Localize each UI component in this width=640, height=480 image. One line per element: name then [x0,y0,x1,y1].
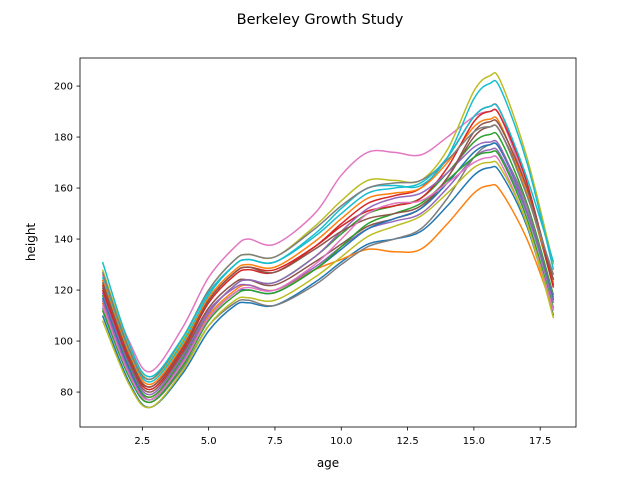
x-axis: 2.5 5.0 7.5 10.0 12.5 15.0 17.5 [134,427,551,447]
y-axis: 80 100 120 140 160 180 200 [54,82,80,399]
y-tick-label: 100 [54,337,73,348]
plot-frame [79,57,577,428]
x-tick-label: 7.5 [267,436,283,447]
series-line-10 [101,79,555,383]
y-tick-label: 180 [54,133,73,144]
y-tick-label: 140 [54,235,73,246]
x-axis-label: age [317,456,339,470]
chart-title: Berkeley Growth Study [237,12,404,28]
y-tick-label: 160 [54,184,73,195]
y-tick-label: 80 [60,388,73,399]
series-line-19 [101,160,555,409]
x-tick-label: 17.5 [529,436,551,447]
series-lines [101,71,555,409]
x-tick-label: 12.5 [396,436,418,447]
x-tick-label: 5.0 [201,436,217,447]
y-tick-label: 200 [54,82,73,93]
y-axis-label: height [24,223,38,262]
series-line-16 [101,119,555,388]
y-tick-label: 120 [54,286,73,297]
x-tick-label: 2.5 [134,436,150,447]
series-line-12 [101,116,555,386]
series-line-9 [101,71,555,381]
series-line-13 [101,150,555,404]
x-tick-label: 10.0 [330,436,352,447]
series-line-1 [101,165,555,409]
series-line-3 [101,131,555,398]
x-tick-label: 15.0 [463,436,485,447]
series-line-20 [101,103,555,378]
series-line-17 [101,155,555,401]
